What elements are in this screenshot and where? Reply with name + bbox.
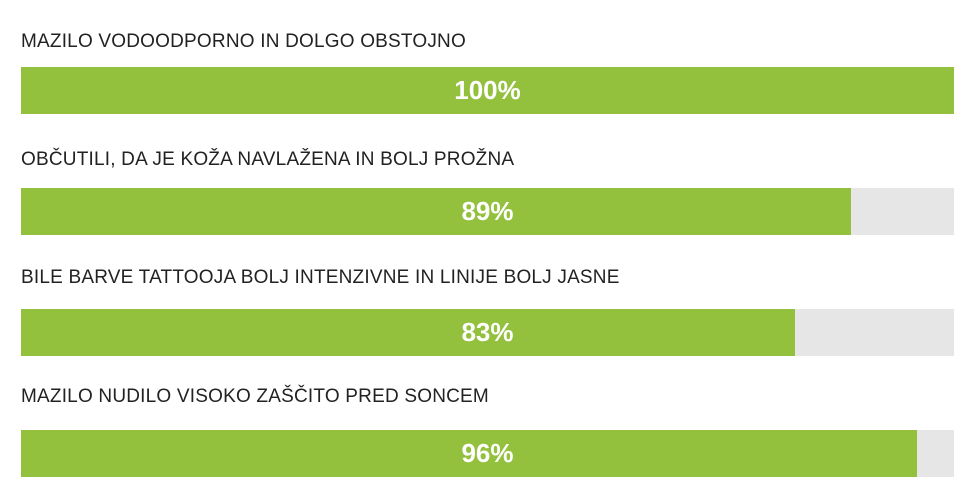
bar-value-label: 89% bbox=[461, 196, 514, 226]
bar-track: 89% bbox=[21, 188, 954, 235]
bar-fill bbox=[21, 67, 954, 114]
bar-value-label: 96% bbox=[461, 438, 514, 468]
bar-value-label: 100% bbox=[454, 75, 521, 105]
bar-fill bbox=[21, 309, 796, 356]
bar-category-label: BILE BARVE TATTOOJA BOLJ INTENZIVNE IN L… bbox=[21, 267, 620, 288]
bar-track: 96% bbox=[21, 430, 954, 477]
bar-fill bbox=[21, 430, 917, 477]
bar-category-label: MAZILO NUDILO VISOKO ZAŠČITO PRED SONCEM bbox=[21, 386, 489, 407]
bar-value-label: 83% bbox=[461, 317, 514, 347]
bar-fill bbox=[21, 188, 852, 235]
bar-category-label: OBČUTILI, DA JE KOŽA NAVLAŽENA IN BOLJ P… bbox=[21, 149, 515, 170]
bar-category-label: MAZILO VODOODPORNO IN DOLGO OBSTOJNO bbox=[21, 31, 466, 52]
bar-track: 83% bbox=[21, 309, 954, 356]
bar-track: 100% bbox=[21, 67, 954, 114]
